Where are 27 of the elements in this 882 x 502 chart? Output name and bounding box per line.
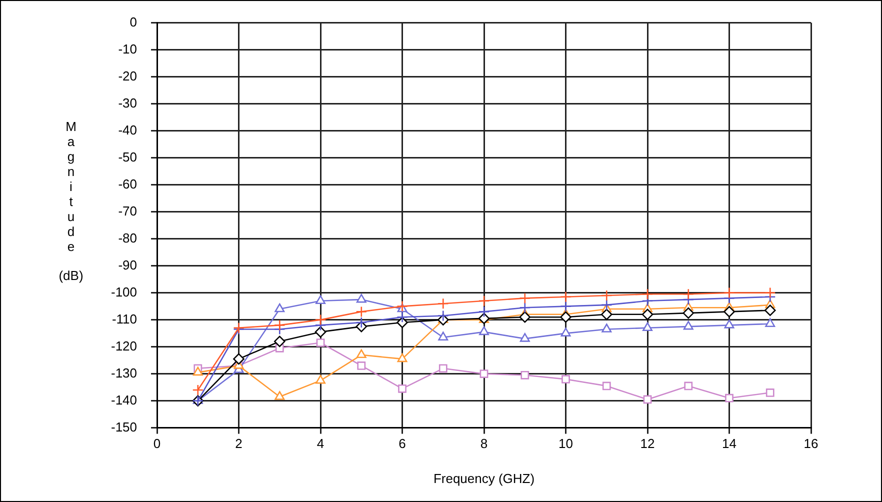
y-tick-label: -120 [110, 338, 138, 354]
y-tick-label: -110 [112, 311, 138, 326]
y-tick-label: -90 [118, 257, 138, 272]
x-tick-label: 14 [722, 436, 736, 452]
y-tick-label: -60 [118, 176, 138, 192]
x-tick-label: 0 [153, 436, 161, 452]
x-tick-label: 16 [804, 436, 818, 452]
text: Magnitude (dB) [58, 119, 84, 283]
x-tick-label: 2 [235, 436, 242, 452]
y-tick-label: -40 [118, 122, 138, 138]
x-tick-label: 4 [316, 436, 324, 452]
y-tick-label: -150 [110, 419, 138, 434]
y-tick-label: -10 [118, 41, 138, 56]
y-tick-label: -50 [118, 149, 138, 164]
y-tick-label: -80 [118, 230, 138, 246]
x-axis-title: Frequency (GHZ) [433, 470, 535, 486]
y-tick-label: -130 [110, 365, 138, 380]
y-tick-label: 0 [130, 14, 138, 30]
y-tick-label: -70 [118, 203, 138, 218]
y-tick-label: -140 [110, 392, 138, 408]
x-tick-label: 12 [640, 436, 655, 452]
y-tick-label: -30 [118, 95, 138, 110]
y-tick-label: -100 [110, 284, 138, 300]
x-tick-label: 6 [398, 436, 406, 452]
x-tick-label: 8 [480, 436, 488, 452]
x-tick-label: 10 [558, 436, 573, 452]
y-tick-label: -20 [118, 68, 138, 84]
